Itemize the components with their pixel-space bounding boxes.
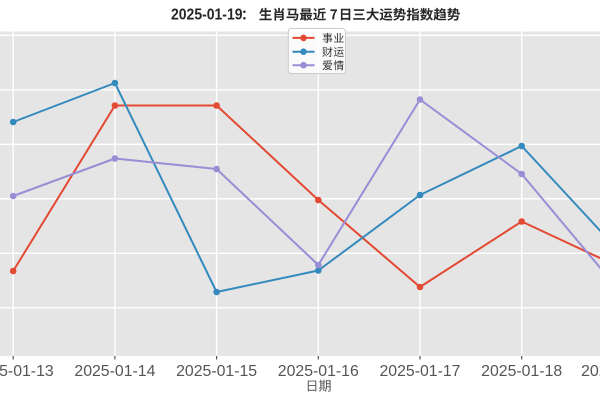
- svg-text:2025-01-15: 2025-01-15: [176, 363, 257, 380]
- svg-text:2025-01-17: 2025-01-17: [380, 363, 461, 380]
- svg-text:2025-01-19: 2025-01-19: [581, 363, 600, 380]
- svg-text:2025-01-16: 2025-01-16: [278, 363, 359, 380]
- svg-text:2025-01-18: 2025-01-18: [481, 363, 562, 380]
- svg-text:2025-01-13: 2025-01-13: [0, 363, 54, 380]
- svg-text:2025-01-14: 2025-01-14: [74, 363, 155, 380]
- svg-text:2025-01-19: 2025-01-19: [171, 6, 243, 23]
